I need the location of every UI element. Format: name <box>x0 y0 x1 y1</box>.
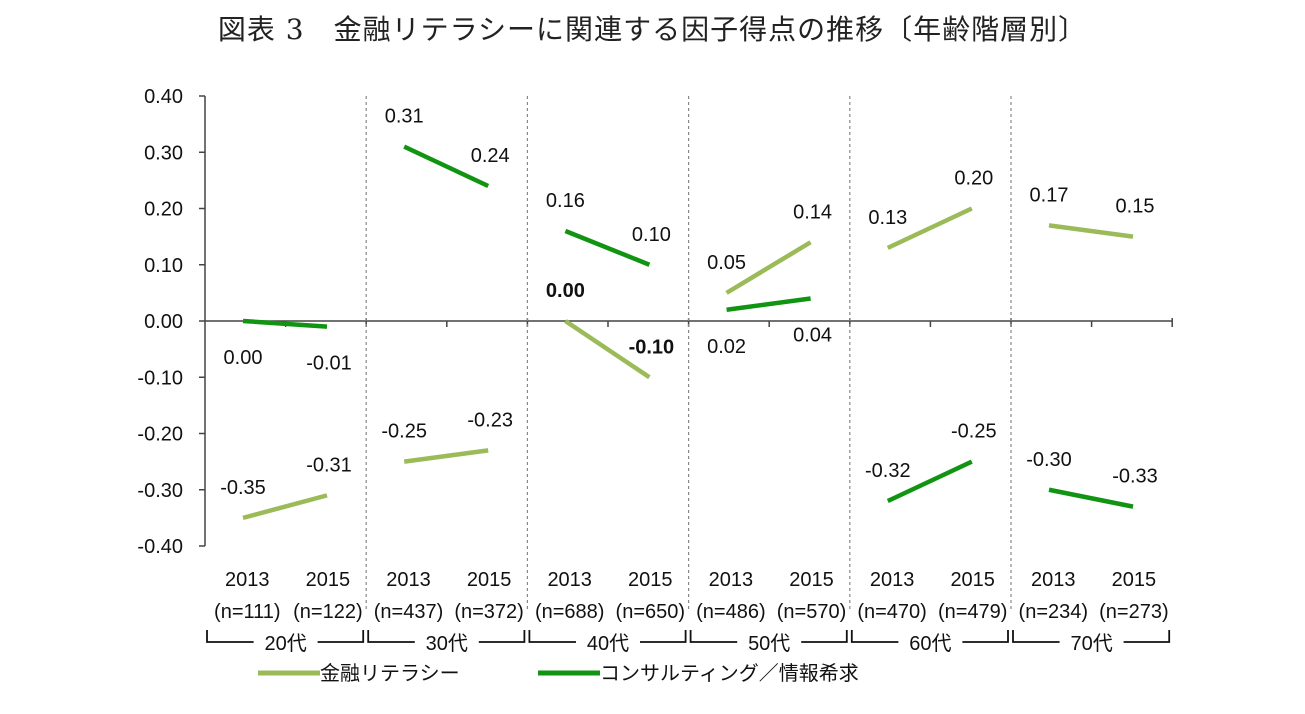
y-tick-label: -0.10 <box>137 367 183 389</box>
group-bracket <box>528 630 687 643</box>
data-label: 0.10 <box>632 224 671 246</box>
y-tick-label: -0.20 <box>137 424 183 446</box>
data-label: -0.01 <box>306 353 352 375</box>
series-line-segment <box>242 318 328 329</box>
x-year-label: 2015 <box>306 569 351 591</box>
series-line-segment <box>726 296 811 312</box>
data-label: -0.25 <box>951 421 997 443</box>
data-label: 0.00 <box>224 347 263 369</box>
data-label: -0.31 <box>306 454 352 476</box>
group-label: 40代 <box>587 632 629 655</box>
legend-label: コンサルティング／情報希求 <box>600 662 859 685</box>
group-label: 50代 <box>748 632 790 655</box>
data-label: 0.15 <box>1116 196 1155 218</box>
group-label: 60代 <box>909 632 951 655</box>
group-label: 70代 <box>1070 632 1112 655</box>
data-label: -0.30 <box>1026 449 1072 471</box>
x-n-label: (n=470) <box>857 601 927 623</box>
x-n-label: (n=650) <box>616 601 686 623</box>
data-label: 0.31 <box>385 106 424 128</box>
x-year-label: 2013 <box>870 569 915 591</box>
y-tick-label: 0.10 <box>144 255 183 277</box>
series-line-segment <box>1048 487 1134 509</box>
series-line-segment <box>725 240 812 295</box>
x-n-label: (n=688) <box>535 601 605 623</box>
group-bracket <box>689 630 848 643</box>
chart-title: 図表 3 金融リテラシーに関連する因子得点の推移〔年齢階層別〕 <box>217 13 1088 46</box>
data-label: 0.05 <box>707 252 746 274</box>
series-line-segment <box>403 448 489 464</box>
data-label: -0.23 <box>467 409 513 431</box>
x-year-label: 2015 <box>1112 569 1157 591</box>
y-tick-label: 0.00 <box>144 311 183 333</box>
data-label: 0.02 <box>707 336 746 358</box>
group-label: 30代 <box>426 632 468 655</box>
series-line-segment <box>886 206 973 250</box>
series-line-segment <box>403 144 490 189</box>
x-year-label: 2015 <box>789 569 834 591</box>
series-line-segment <box>564 319 651 380</box>
y-tick-label: 0.20 <box>144 199 183 221</box>
y-tick-label: 0.40 <box>144 86 183 108</box>
y-tick-label: -0.40 <box>137 536 183 558</box>
data-label: 0.20 <box>954 168 993 190</box>
group-bracket <box>206 630 365 643</box>
y-tick-label: 0.30 <box>144 142 183 164</box>
series-line-segment <box>1048 223 1134 239</box>
data-label: 0.16 <box>546 190 585 212</box>
group-bracket <box>850 630 1009 643</box>
data-label: 0.24 <box>471 145 510 167</box>
data-label: 0.00 <box>546 280 585 302</box>
x-n-label: (n=234) <box>1019 601 1089 623</box>
series-line-segment <box>564 228 651 267</box>
x-n-label: (n=570) <box>777 601 847 623</box>
x-year-label: 2013 <box>386 569 431 591</box>
x-year-label: 2013 <box>225 569 270 591</box>
x-year-label: 2015 <box>628 569 673 591</box>
data-label: 0.04 <box>793 325 832 347</box>
x-year-label: 2013 <box>709 569 754 591</box>
data-label: -0.32 <box>865 460 911 482</box>
data-label: -0.33 <box>1112 466 1158 488</box>
x-n-label: (n=273) <box>1099 601 1169 623</box>
x-n-label: (n=111) <box>214 601 281 623</box>
group-bracket <box>1012 630 1171 643</box>
x-n-label: (n=372) <box>454 601 524 623</box>
x-n-label: (n=122) <box>293 601 363 623</box>
data-label: 0.17 <box>1030 184 1069 206</box>
y-tick-label: -0.30 <box>137 480 183 502</box>
x-n-label: (n=486) <box>696 601 766 623</box>
series-line-segment <box>886 459 973 504</box>
data-label: -0.25 <box>381 421 427 443</box>
data-label: -0.10 <box>629 336 675 358</box>
x-year-label: 2015 <box>950 569 995 591</box>
data-label: -0.35 <box>220 477 266 499</box>
x-year-label: 2015 <box>467 569 512 591</box>
x-n-label: (n=479) <box>938 601 1008 623</box>
group-bracket <box>367 630 526 643</box>
x-year-label: 2013 <box>1031 569 1076 591</box>
series-line-segment <box>242 493 328 521</box>
data-label: 0.13 <box>868 207 907 229</box>
x-year-label: 2013 <box>547 569 592 591</box>
group-label: 20代 <box>264 632 306 655</box>
legend-label: 金融リテラシー <box>320 662 460 685</box>
x-n-label: (n=437) <box>374 601 444 623</box>
data-label: 0.14 <box>793 201 832 223</box>
